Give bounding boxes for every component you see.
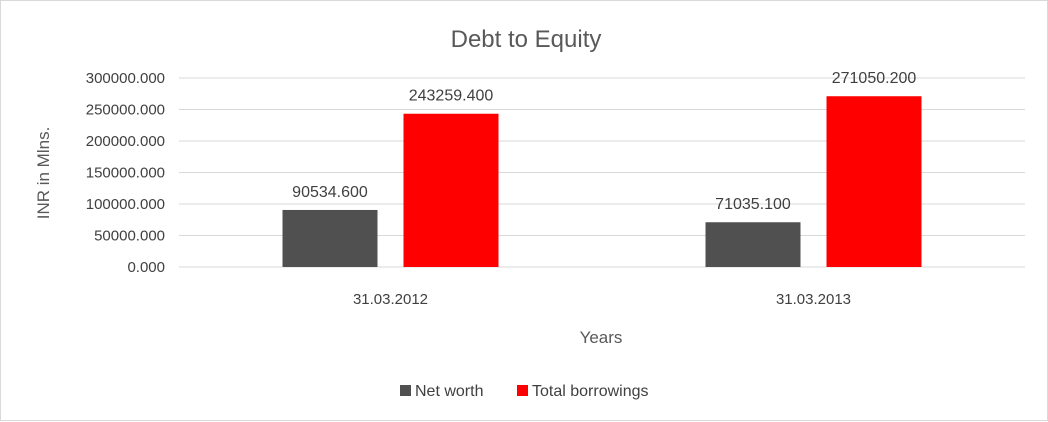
legend: Net worth Total borrowings (400, 383, 649, 400)
data-label: 71035.100 (715, 196, 791, 213)
x-axis-ticks: 31.03.2012 31.03.2013 (353, 291, 851, 308)
x-tick-label: 31.03.2012 (353, 291, 428, 308)
legend-label: Total borrowings (532, 383, 649, 400)
y-axis-label: INR in Mlns. (34, 127, 53, 220)
bar (826, 96, 922, 267)
y-axis-ticks: 0.000 50000.000 100000.000 150000.000 200000… (86, 70, 165, 276)
data-label: 243259.400 (409, 88, 494, 105)
bar (705, 222, 801, 267)
legend-swatch (517, 385, 528, 396)
bars: 90534.600 243259.400 71035.100 271050.200 (282, 70, 922, 267)
y-tick-label: 0.000 (127, 259, 165, 276)
bar (403, 113, 499, 267)
data-label: 271050.200 (832, 70, 917, 87)
y-tick-label: 200000.000 (86, 133, 165, 150)
legend-label: Net worth (415, 383, 483, 400)
y-tick-label: 250000.000 (86, 102, 165, 119)
y-tick-label: 150000.000 (86, 165, 165, 182)
data-label: 90534.600 (292, 184, 368, 201)
y-tick-label: 300000.000 (86, 70, 165, 87)
x-axis-label: Years (580, 328, 623, 347)
y-tick-label: 100000.000 (86, 196, 165, 213)
bar (282, 209, 378, 267)
y-tick-label: 50000.000 (94, 228, 165, 245)
legend-swatch (400, 385, 411, 396)
x-tick-label: 31.03.2013 (776, 291, 851, 308)
chart-title: Debt to Equity (451, 26, 602, 53)
